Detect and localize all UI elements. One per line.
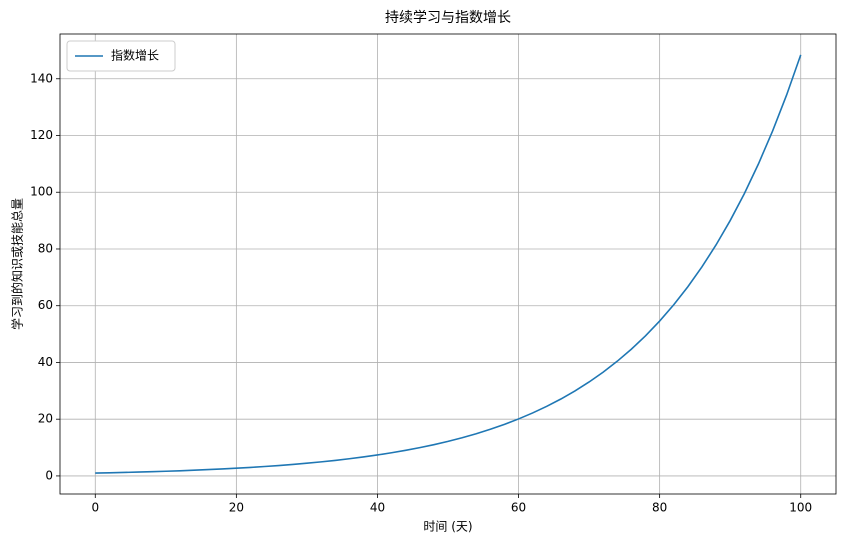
x-tick-label: 0 [91, 501, 99, 515]
y-tick-label: 20 [38, 412, 53, 426]
y-tick-label: 140 [30, 71, 53, 85]
y-tick-label: 100 [30, 185, 53, 199]
chart-title: 持续学习与指数增长 [385, 9, 511, 26]
x-tick-label: 100 [789, 501, 812, 515]
y-tick-label: 80 [38, 241, 53, 255]
x-tick-label: 20 [229, 501, 244, 515]
x-tick-label: 60 [511, 501, 526, 515]
x-axis-label: 时间 (天) [423, 520, 472, 534]
y-tick-label: 60 [38, 298, 53, 312]
x-tick-label: 80 [652, 501, 667, 515]
x-tick-label: 40 [370, 501, 385, 515]
y-tick-label: 120 [30, 128, 53, 142]
y-tick-label: 40 [38, 355, 53, 369]
plot-frame [59, 33, 837, 495]
legend-box [66, 40, 176, 72]
y-tick-label: 0 [45, 468, 53, 482]
line [95, 54, 802, 474]
legend-label: 指数增长 [111, 48, 159, 63]
y-axis-label: 学习到的知识或技能总量 [10, 198, 25, 330]
